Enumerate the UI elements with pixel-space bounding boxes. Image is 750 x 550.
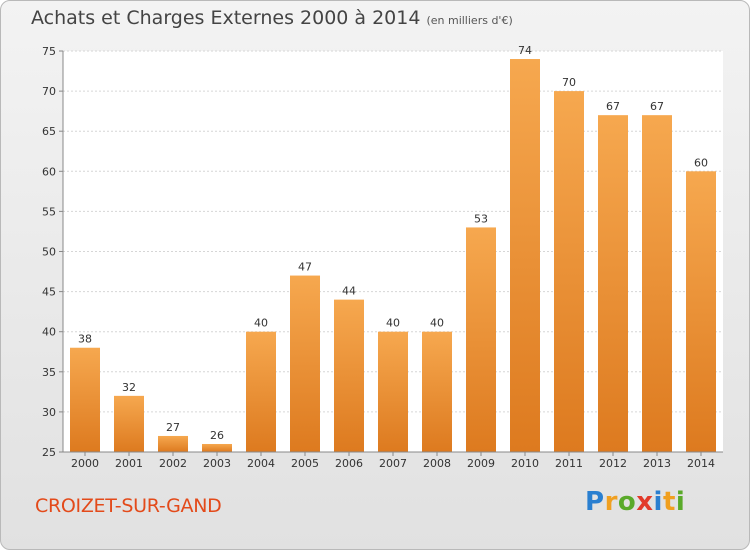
bar-2010 [510, 59, 540, 453]
bar-2013 [642, 115, 672, 452]
y-tick-label: 40 [42, 326, 56, 339]
bar-2004 [246, 331, 276, 452]
x-tick-label: 2006 [335, 457, 363, 470]
bar-value-label: 53 [474, 212, 488, 225]
proxiti-logo: Proxiti [585, 487, 685, 517]
bar-2009 [466, 227, 496, 452]
x-tick-label: 2010 [511, 457, 539, 470]
bars: 38 32 27 26 40 47 44 40 40 53 74 70 67 67 60 [70, 44, 716, 453]
x-tick-label: 2013 [643, 457, 671, 470]
bar-value-label: 40 [430, 317, 444, 330]
y-tick-label: 75 [42, 45, 56, 58]
bar-2000 [70, 347, 100, 452]
y-tick-label: 65 [42, 125, 56, 138]
bar-value-label: 27 [166, 421, 180, 434]
bar-2007 [378, 331, 408, 452]
bar-2012 [598, 115, 628, 452]
chart-title: Achats et Charges Externes 2000 à 2014 (e… [31, 7, 513, 29]
bar-value-label: 26 [210, 429, 224, 442]
bar-value-label: 70 [562, 76, 576, 89]
x-tick-label: 2000 [71, 457, 99, 470]
bar-2006 [334, 299, 364, 452]
bar-2011 [554, 91, 584, 452]
x-tick-label: 2007 [379, 457, 407, 470]
bar-value-label: 74 [518, 44, 532, 57]
bar-value-label: 40 [254, 317, 268, 330]
chart-title-text: Achats et Charges Externes 2000 à 2014 [31, 7, 421, 29]
town-name: CROIZET-SUR-GAND [35, 495, 222, 517]
x-tick-label: 2008 [423, 457, 451, 470]
bar-value-label: 47 [298, 261, 312, 274]
logo-letter: i [675, 487, 686, 517]
logo-letter: x [636, 487, 654, 517]
bar-2002 [158, 435, 188, 452]
logo-letter: o [617, 487, 637, 517]
x-tick-label: 2003 [203, 457, 231, 470]
y-tick-label: 50 [42, 246, 56, 259]
bar-value-label: 60 [694, 156, 708, 169]
bar-value-label: 67 [650, 100, 664, 113]
y-tick-label: 60 [42, 165, 56, 178]
x-tick-label: 2009 [467, 457, 495, 470]
chart-subtitle: (en milliers d'€) [426, 14, 513, 27]
bar-2005 [290, 275, 320, 452]
bar-2001 [114, 395, 144, 452]
logo-letter: t [662, 487, 676, 517]
logo-letter: P [585, 487, 605, 517]
x-axis: 2000 2001 2002 2003 2004 2005 2006 2007 2008 2009… [63, 451, 723, 470]
bar-2014 [686, 171, 716, 453]
bar-value-label: 40 [386, 317, 400, 330]
x-tick-label: 2002 [159, 457, 187, 470]
x-tick-label: 2004 [247, 457, 275, 470]
x-tick-label: 2012 [599, 457, 627, 470]
bar-2003 [202, 443, 232, 452]
bar-value-label: 32 [122, 381, 136, 394]
bar-value-label: 44 [342, 285, 356, 298]
y-tick-label: 30 [42, 406, 56, 419]
y-tick-label: 25 [42, 446, 56, 459]
x-tick-label: 2001 [115, 457, 143, 470]
bar-2008 [422, 331, 452, 452]
bar-value-label: 38 [78, 333, 92, 346]
y-axis: 25 30 35 40 45 50 55 60 65 70 75 [42, 45, 64, 459]
y-tick-label: 35 [42, 366, 56, 379]
logo-letter: i [653, 487, 663, 517]
bar-value-label: 67 [606, 100, 620, 113]
y-tick-label: 70 [42, 85, 56, 98]
x-tick-label: 2011 [555, 457, 583, 470]
x-tick-label: 2014 [687, 457, 715, 470]
y-tick-label: 45 [42, 286, 56, 299]
x-tick-label: 2005 [291, 457, 319, 470]
y-tick-label: 55 [42, 205, 56, 218]
logo-letter: r [604, 487, 618, 517]
